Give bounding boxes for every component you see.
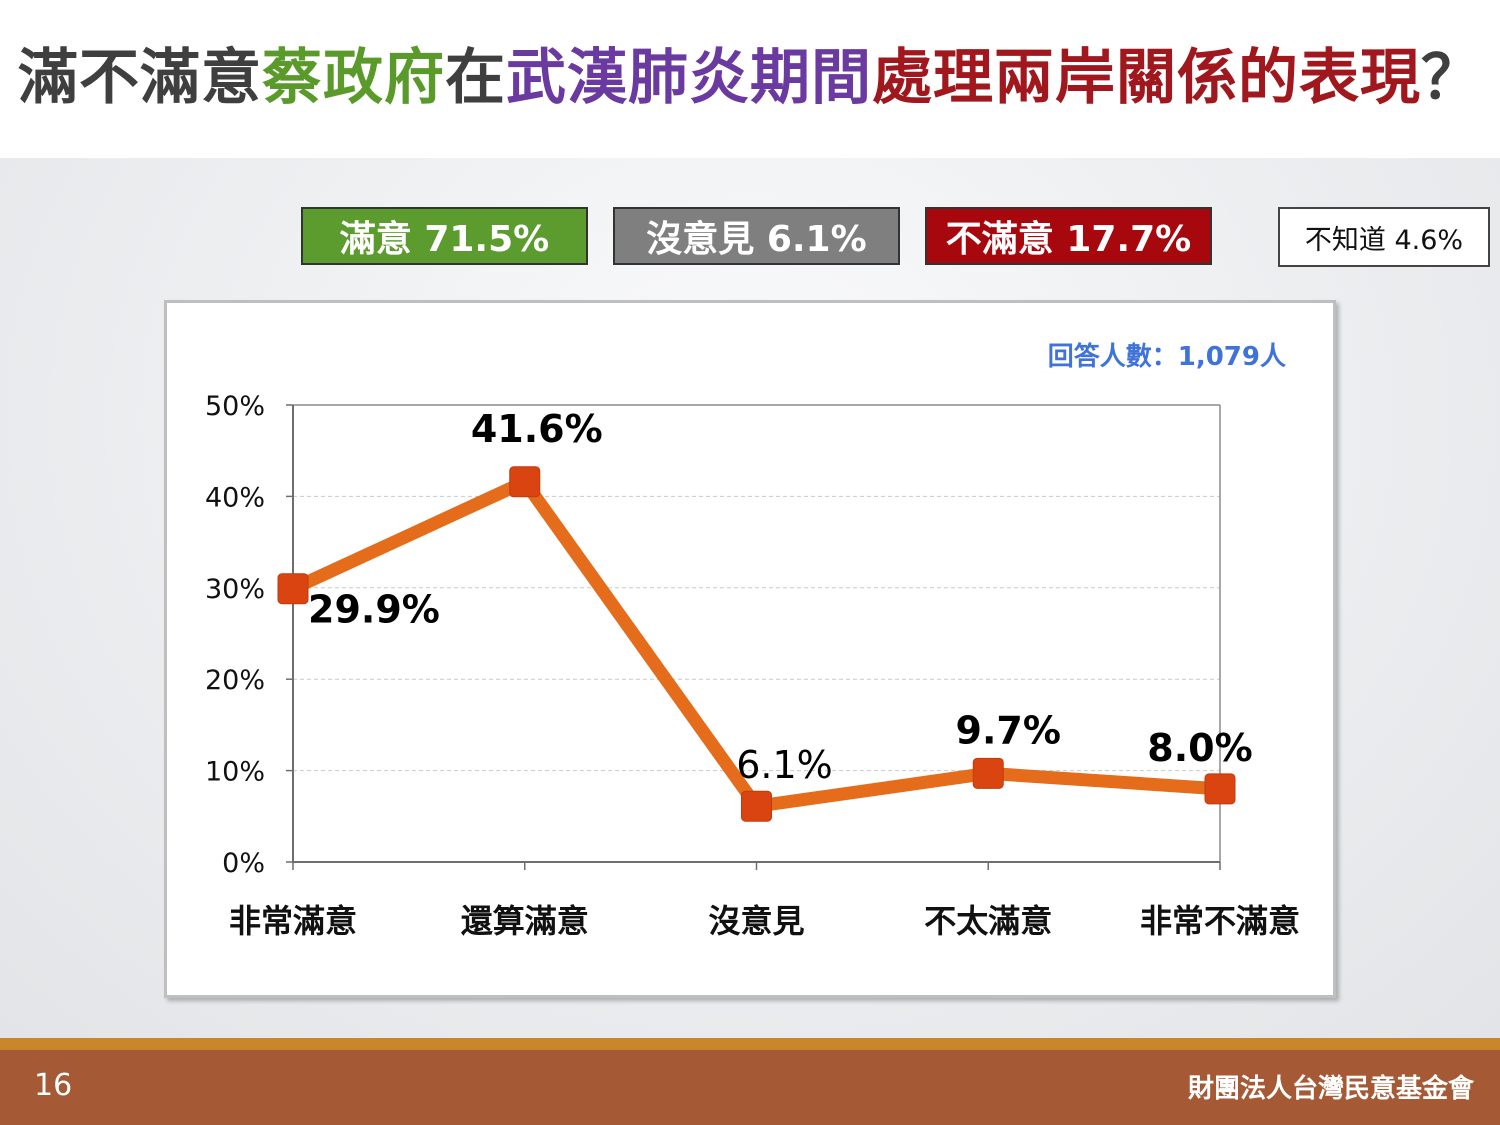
x-tick-label: 還算滿意 <box>461 902 589 940</box>
page-number: 16 <box>34 1068 73 1103</box>
no-opinion-summary-label: 沒意見 6.1% <box>646 219 867 260</box>
data-point-marker <box>277 573 309 605</box>
x-tick-label: 沒意見 <box>708 902 804 940</box>
y-tick-label: 50% <box>205 391 265 422</box>
dont-know-summary-box: 不知道 4.6% <box>1278 207 1490 267</box>
footer-stripe <box>0 1038 1500 1050</box>
y-tick-labels: 0% 10% 20% 30% 40% 50% <box>205 391 265 879</box>
series-markers <box>277 466 1236 822</box>
y-tick-label: 20% <box>205 665 265 696</box>
chart-frame <box>164 300 1336 998</box>
data-point-marker <box>972 757 1004 789</box>
x-tick-labels: 非常滿意 還算滿意 沒意見 不太滿意 非常不滿意 <box>229 902 1300 940</box>
satisfied-summary-box: 滿意 71.5% <box>301 207 588 265</box>
title-part-4: 武漢肺炎期間 <box>506 43 872 113</box>
data-point-marker <box>1204 773 1236 805</box>
organization-name: 財團法人台灣民意基金會 <box>1187 1074 1474 1104</box>
respondents-count: 回答人數：1,079人 <box>1048 341 1286 372</box>
data-labels: 29.9% 41.6% 6.1% 9.7% 8.0% <box>308 407 1253 787</box>
data-point-marker <box>741 790 772 822</box>
data-label: 29.9% <box>308 588 440 632</box>
y-tick-label: 0% <box>222 848 265 879</box>
dissatisfied-summary-label: 不滿意 17.7% <box>945 219 1192 260</box>
chart-axes <box>286 404 1221 870</box>
y-tick-label: 10% <box>205 757 265 788</box>
title-part-5: 處理兩岸關係的表現 <box>872 43 1421 113</box>
slide-title: 滿不滿意蔡政府在武漢肺炎期間處理兩岸關係的表現？ <box>18 38 1488 118</box>
y-tick-label: 40% <box>205 482 265 513</box>
y-tick-label: 30% <box>205 574 265 605</box>
x-tick-label: 非常不滿意 <box>1140 902 1300 940</box>
data-point-marker <box>509 466 541 498</box>
data-label: 41.6% <box>471 407 603 451</box>
data-label: 8.0% <box>1147 726 1252 770</box>
x-tick-label: 非常滿意 <box>229 902 357 940</box>
title-part-1: 滿不滿意 <box>18 43 262 113</box>
no-opinion-summary-box: 沒意見 6.1% <box>613 207 900 265</box>
dissatisfied-summary-box: 不滿意 17.7% <box>925 207 1212 265</box>
title-part-6: ？ <box>1421 43 1482 113</box>
chart-gridlines <box>293 495 1220 772</box>
data-label: 9.7% <box>956 708 1061 752</box>
title-bar: 滿不滿意蔡政府在武漢肺炎期間處理兩岸關係的表現？ <box>0 0 1500 158</box>
dont-know-summary-label: 不知道 4.6% <box>1304 224 1464 256</box>
title-part-2: 蔡政府 <box>262 43 445 113</box>
data-label: 6.1% <box>736 743 833 787</box>
x-tick-label: 不太滿意 <box>924 902 1052 940</box>
satisfied-summary-label: 滿意 71.5% <box>339 219 550 260</box>
footer-bar <box>0 1050 1500 1125</box>
title-part-3: 在 <box>445 43 506 113</box>
